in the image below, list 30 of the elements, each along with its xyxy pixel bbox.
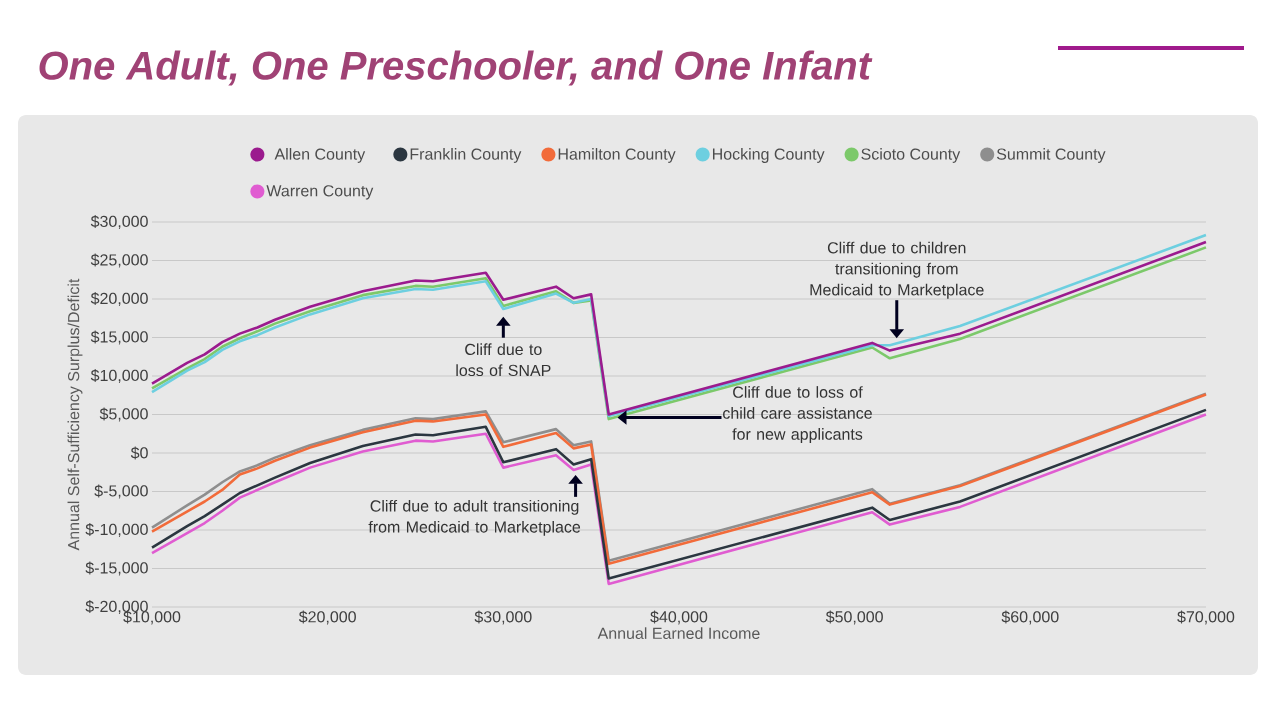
y-tick-label: $-10,000 bbox=[85, 523, 148, 537]
legend-label: Franklin County bbox=[410, 148, 522, 163]
x-axis-title: Annual Earned Income bbox=[597, 627, 760, 640]
x-tick-label: $70,000 bbox=[1177, 610, 1235, 625]
y-tick-label: $10,000 bbox=[90, 369, 148, 383]
chart-title: One Adult, One Preschooler, and One Infant bbox=[39, 50, 873, 86]
y-tick-label: $-5,000 bbox=[94, 484, 148, 499]
y-axis-title: Annual Self-Sufficiency Surplus/Deficit bbox=[67, 278, 83, 551]
legend-label: Hocking County bbox=[712, 148, 825, 163]
legend-label: Scioto County bbox=[861, 148, 961, 163]
x-tick-label: $50,000 bbox=[825, 610, 883, 625]
y-tick-label: $30,000 bbox=[90, 215, 148, 229]
legend-label: Hamilton County bbox=[558, 148, 676, 163]
y-tick-label: $5,000 bbox=[99, 407, 148, 422]
y-tick-label: $20,000 bbox=[90, 292, 148, 306]
y-tick-label: $0 bbox=[130, 446, 148, 460]
annotation: Cliff due to loss of SNAP bbox=[456, 343, 551, 377]
x-tick-label: $30,000 bbox=[474, 610, 532, 625]
annotation: Cliff due to adult transitioning from Medicaid to Marketplace bbox=[368, 499, 581, 536]
annotation: Cliff due to loss of child care assistance for new applicants bbox=[723, 386, 872, 444]
y-tick-label: $15,000 bbox=[90, 330, 148, 345]
annotation: Cliff due to children transitioning from Medicaid to Marketplace bbox=[810, 241, 984, 299]
x-tick-label: $60,000 bbox=[1001, 610, 1059, 625]
legend-label: Allen County bbox=[274, 148, 366, 163]
legend-label: Summit County bbox=[996, 148, 1106, 163]
y-tick-label: $-15,000 bbox=[85, 561, 148, 576]
x-tick-label: $20,000 bbox=[298, 610, 356, 625]
x-tick-label: $40,000 bbox=[650, 610, 708, 625]
y-tick-label: $25,000 bbox=[90, 253, 148, 268]
legend-label: Warren County bbox=[266, 185, 374, 200]
